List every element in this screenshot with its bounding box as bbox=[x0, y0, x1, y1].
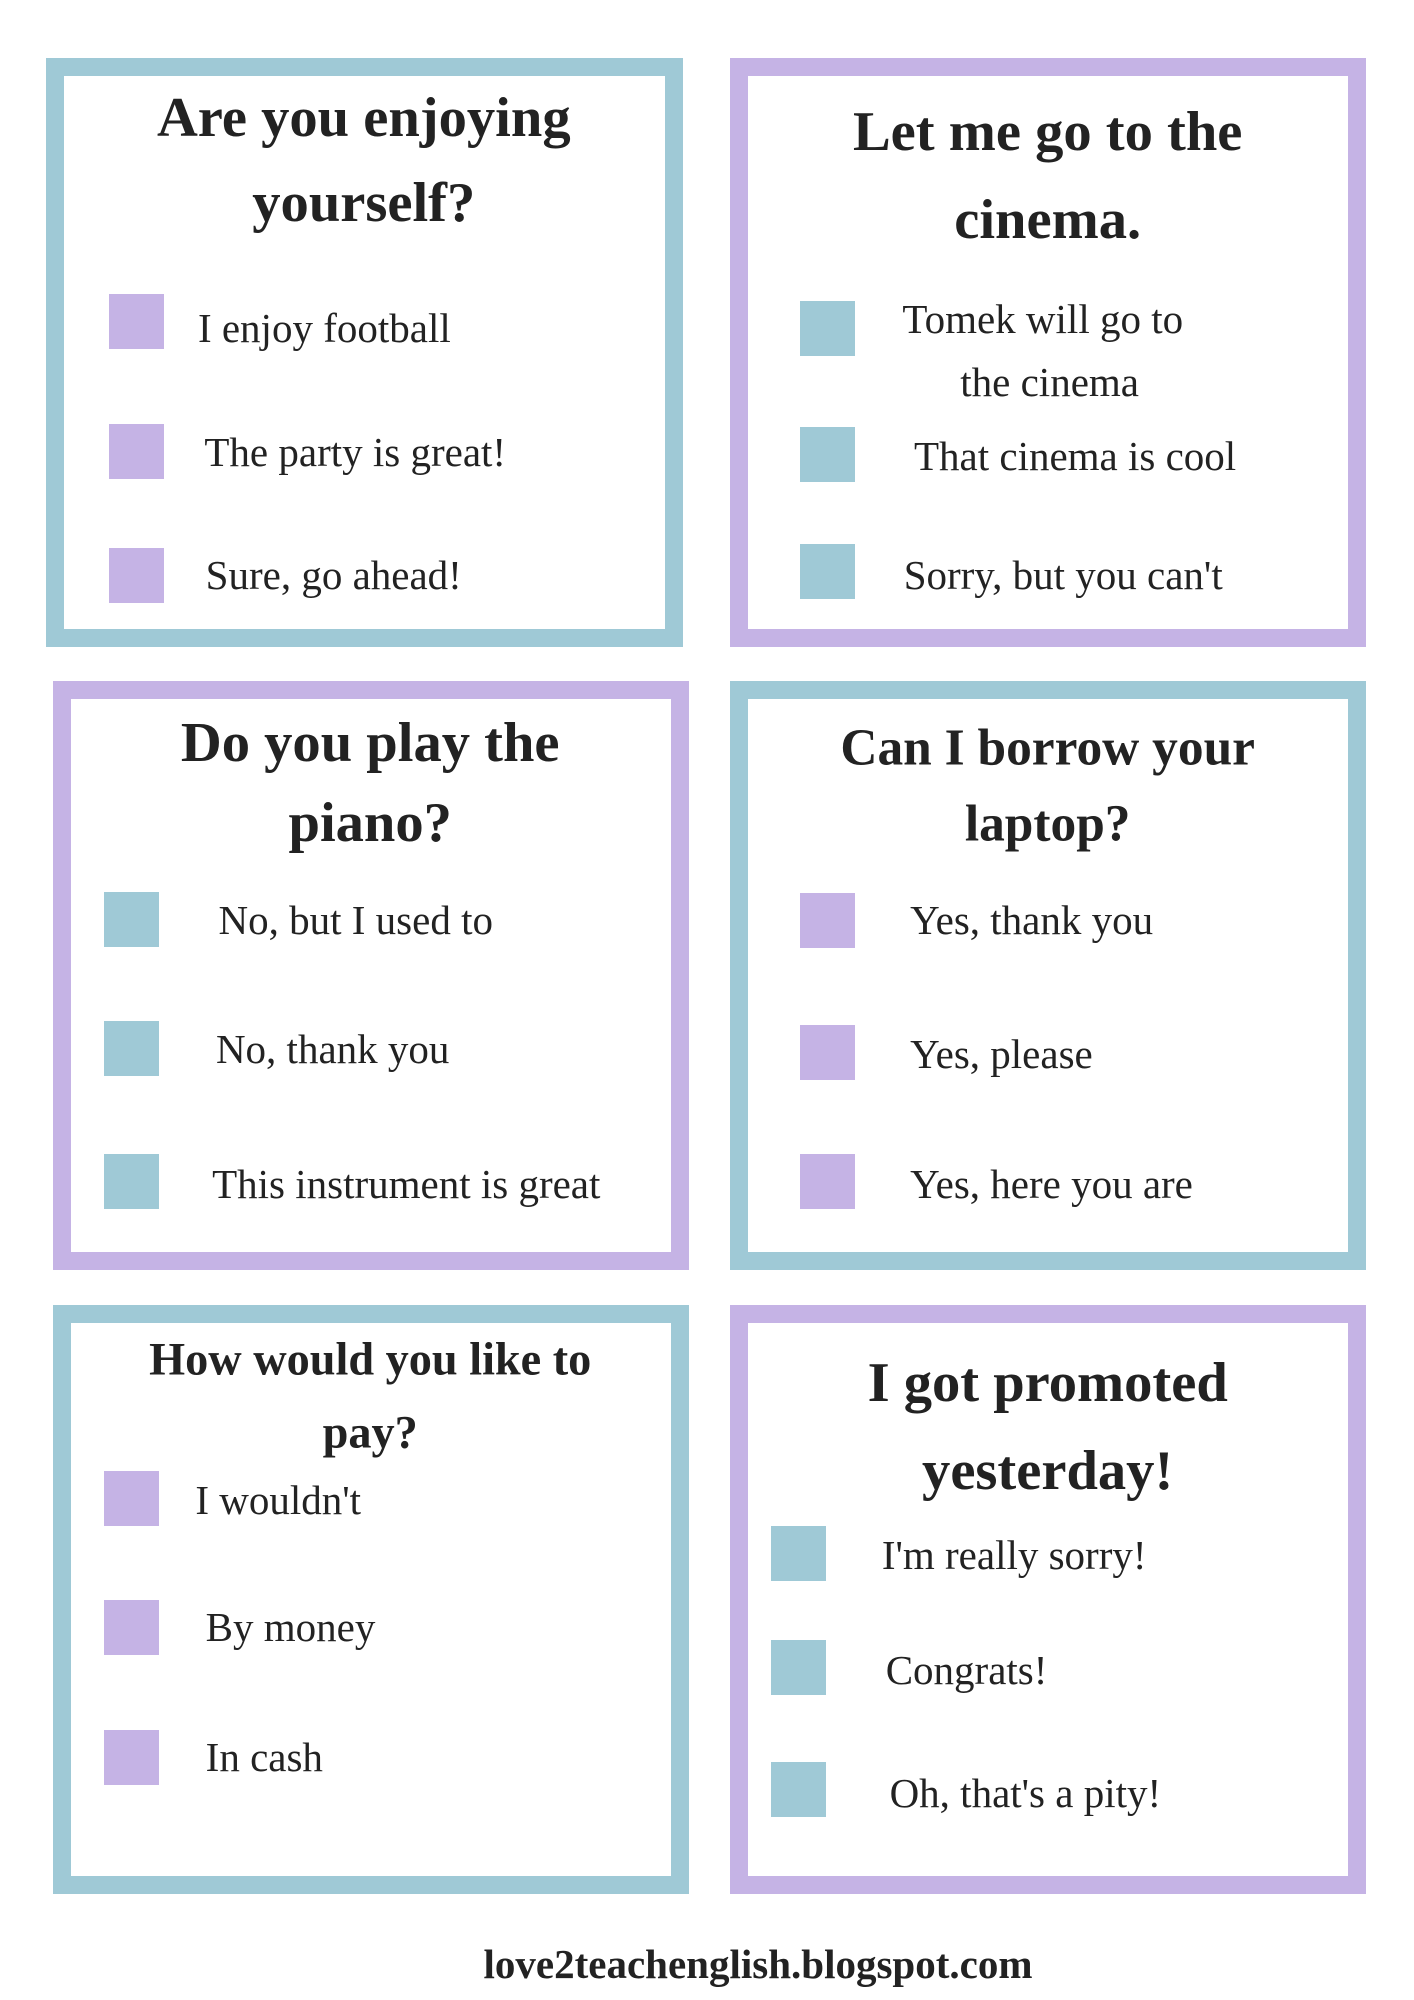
answer-option: Yes, please bbox=[910, 1031, 1093, 1078]
answer-option: I wouldn't bbox=[195, 1477, 362, 1524]
answer-option: By money bbox=[205, 1604, 376, 1651]
checkbox-square[interactable] bbox=[104, 1600, 160, 1656]
answer-option: Yes, here you are bbox=[910, 1160, 1193, 1207]
checkbox-square[interactable] bbox=[799, 543, 855, 599]
answer-option: Sorry, but you can't bbox=[903, 551, 1223, 598]
answer-option: Tomek will go to bbox=[902, 295, 1184, 342]
checkbox-square[interactable] bbox=[799, 426, 855, 482]
checkbox-square[interactable] bbox=[109, 547, 165, 603]
card-5 bbox=[52, 1304, 690, 1894]
checkbox-square[interactable] bbox=[771, 1640, 827, 1696]
answer-option: the cinema bbox=[960, 358, 1139, 405]
card-6 bbox=[730, 1304, 1367, 1894]
answer-option: Yes, thank you bbox=[910, 897, 1154, 944]
card-title-line: I got promoted bbox=[867, 1352, 1228, 1415]
card-title-line: pay? bbox=[322, 1407, 418, 1459]
answer-option: No, thank you bbox=[215, 1025, 450, 1072]
card-title-line: How would you like to bbox=[149, 1334, 592, 1386]
card-title-line: Do you play the bbox=[180, 712, 560, 775]
checkbox-square[interactable] bbox=[104, 1470, 160, 1526]
checkbox-square[interactable] bbox=[799, 1154, 855, 1210]
answer-option: No, but I used to bbox=[218, 897, 493, 944]
answer-option: In cash bbox=[205, 1734, 323, 1781]
card-title-line: Can I borrow your bbox=[840, 719, 1255, 777]
card-title-line: yesterday! bbox=[922, 1439, 1174, 1502]
checkbox-square[interactable] bbox=[104, 892, 160, 948]
card-title-line: piano? bbox=[288, 791, 452, 854]
answer-option: Sure, go ahead! bbox=[205, 551, 462, 598]
checkbox-square[interactable] bbox=[799, 300, 855, 356]
answer-option: That cinema is cool bbox=[913, 433, 1237, 480]
answer-option: Oh, that's a pity! bbox=[889, 1770, 1162, 1817]
checkbox-square[interactable] bbox=[104, 1730, 160, 1786]
card-title-line: Are you enjoying bbox=[156, 87, 571, 150]
checkbox-square[interactable] bbox=[109, 294, 165, 350]
answer-option: Congrats! bbox=[885, 1646, 1048, 1693]
checkbox-square[interactable] bbox=[771, 1525, 827, 1581]
checkbox-square[interactable] bbox=[799, 1024, 855, 1080]
checkbox-square[interactable] bbox=[799, 893, 855, 949]
checkbox-square[interactable] bbox=[104, 1154, 160, 1210]
card-title-line: cinema. bbox=[954, 188, 1142, 251]
checkbox-square[interactable] bbox=[109, 424, 165, 480]
checkbox-square[interactable] bbox=[771, 1762, 827, 1818]
answer-option: The party is great! bbox=[204, 429, 507, 476]
footer-url: love2teachenglish.blogspot.com bbox=[483, 1941, 1033, 1987]
card-title-line: Let me go to the bbox=[852, 101, 1243, 164]
card-title-line: yourself? bbox=[252, 172, 476, 235]
answer-option: I'm really sorry! bbox=[881, 1532, 1147, 1579]
answer-option: I enjoy football bbox=[197, 304, 451, 351]
card-title-line: laptop? bbox=[964, 795, 1131, 853]
answer-option: This instrument is great bbox=[212, 1160, 601, 1207]
checkbox-square[interactable] bbox=[104, 1020, 160, 1076]
